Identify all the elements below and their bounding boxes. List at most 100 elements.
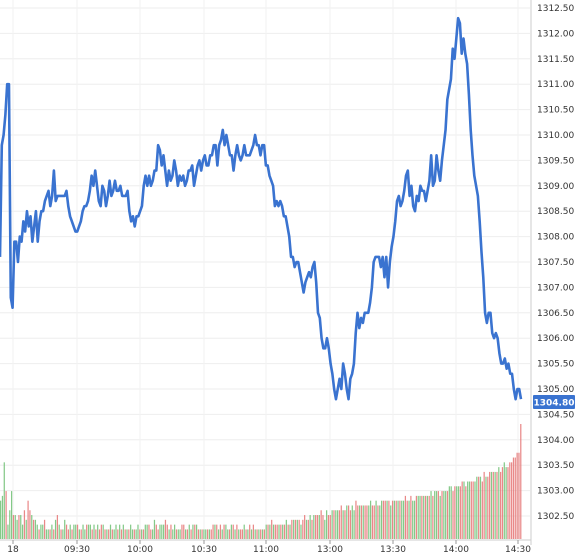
volume-bar — [113, 529, 115, 539]
volume-bar — [98, 529, 101, 539]
volume-bar — [351, 505, 353, 539]
grid-lines — [0, 0, 531, 544]
y-tick-label: 1311.00 — [537, 80, 574, 90]
volume-bar — [327, 515, 330, 539]
volume-bar — [280, 524, 282, 540]
volume-bar — [95, 529, 97, 539]
volume-bar — [197, 529, 200, 539]
volume-bar — [228, 529, 231, 539]
volume-bar — [122, 524, 124, 540]
volume-bar — [29, 510, 31, 539]
volume-bar — [395, 500, 397, 539]
volume-bar — [53, 529, 55, 539]
volume-bar — [353, 510, 355, 539]
volume-bar — [195, 524, 198, 540]
volume-bar — [65, 524, 68, 540]
volume-bar — [86, 524, 88, 540]
volume-bar — [230, 524, 233, 540]
volume-bar — [87, 524, 90, 540]
volume-bar — [56, 515, 59, 539]
volume-bar — [38, 529, 40, 539]
y-tick-label: 1308.00 — [537, 233, 574, 243]
volume-bar — [344, 510, 346, 539]
volume-bar — [382, 500, 385, 539]
volume-bar — [373, 505, 375, 539]
volume-bar — [203, 529, 205, 539]
volume-bar — [177, 529, 179, 539]
volume-bar — [285, 519, 287, 539]
volume-bar — [313, 515, 315, 539]
volume-bar — [463, 481, 465, 539]
y-axis: 1312.50 1312.00 1311.50 1311.00 1310.50 1310.… — [530, 0, 574, 545]
volume-bar — [190, 529, 192, 539]
volume-bar — [115, 524, 117, 540]
volume-bar — [500, 471, 502, 539]
volume-bar — [489, 471, 491, 539]
x-tick-label: 09:30 — [64, 545, 90, 555]
volume-bar — [208, 529, 211, 539]
volume-bar — [415, 495, 417, 540]
volume-bar — [435, 491, 438, 539]
volume-bar — [21, 524, 24, 540]
volume-bar — [360, 505, 363, 539]
y-tick-label: 1303.00 — [537, 487, 574, 497]
volume-bar — [294, 519, 297, 539]
volume-bar — [282, 524, 284, 540]
volume-bar — [384, 500, 386, 539]
volume-bar — [100, 524, 102, 540]
volume-bar — [412, 500, 414, 539]
volume-bar — [0, 500, 2, 539]
y-tick-label: 1307.00 — [537, 283, 574, 293]
volume-bar — [148, 524, 150, 540]
volume-bar — [168, 529, 170, 539]
volume-bar — [142, 529, 145, 539]
volume-bar — [342, 510, 344, 539]
volume-bar — [150, 529, 152, 539]
volume-bar — [514, 457, 516, 539]
volume-bar — [263, 529, 265, 539]
volume-bar — [454, 486, 456, 539]
last-price-badge — [533, 395, 575, 409]
volume-bar — [340, 505, 342, 539]
volume-bar — [194, 524, 196, 540]
volume-bar — [386, 500, 388, 539]
volume-bar — [172, 529, 174, 539]
volume-bar — [9, 510, 11, 539]
volume-bar — [239, 529, 242, 539]
volume-bar — [459, 486, 461, 539]
volume-bar — [483, 471, 485, 539]
volume-bar — [450, 486, 452, 539]
x-tick-label: 13:30 — [380, 545, 406, 555]
volume-bar — [146, 524, 148, 540]
volume-bar — [164, 519, 167, 539]
volume-bar — [159, 524, 161, 540]
volume-bar — [205, 529, 207, 539]
volume-bar — [485, 476, 487, 539]
volume-bar — [479, 476, 482, 539]
volume-bar — [133, 529, 135, 539]
volume-bar — [119, 524, 121, 540]
volume-bar — [102, 524, 104, 540]
volume-bar — [439, 495, 441, 540]
y-tick-label: 1306.00 — [537, 334, 574, 344]
volume-bar — [402, 500, 405, 539]
volume-bar — [42, 524, 44, 540]
volume-bar — [291, 519, 293, 539]
volume-bar — [410, 495, 412, 540]
volume-bar — [91, 529, 93, 539]
volume-bar — [516, 452, 518, 539]
volume-bar — [166, 524, 168, 540]
y-tick-label: 1304.50 — [537, 410, 574, 420]
volume-bar — [174, 524, 176, 540]
volume-bar — [289, 524, 291, 540]
volume-bar — [461, 481, 463, 539]
y-tick-label: 1310.50 — [537, 106, 574, 116]
volume-bar — [434, 491, 436, 539]
volume-bar — [512, 457, 515, 539]
volume-bar — [84, 529, 86, 539]
volume-bar — [212, 524, 214, 540]
volume-bar — [109, 524, 112, 540]
y-tick-label: 1308.50 — [537, 207, 574, 217]
